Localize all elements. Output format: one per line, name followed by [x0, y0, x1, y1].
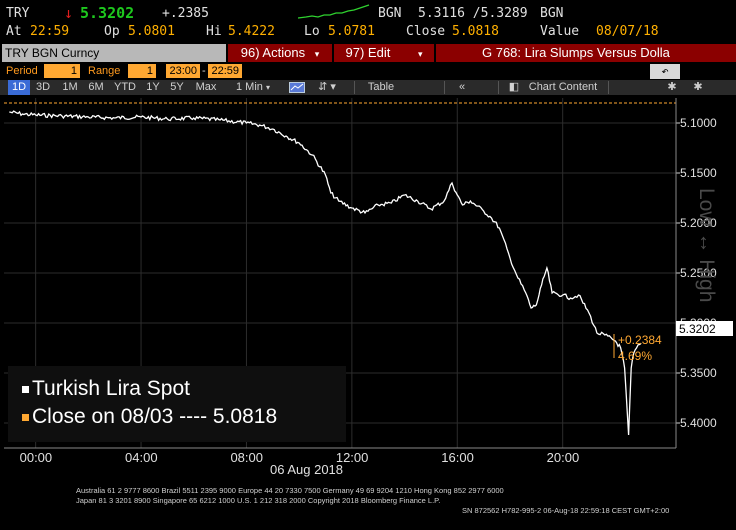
at-value: 22:59 — [30, 24, 70, 39]
y-tick-label: 5.1500 — [680, 166, 717, 180]
period-label: Period — [6, 65, 38, 77]
value-date-label: Value — [540, 24, 580, 39]
y-tick-label: 5.4000 — [680, 416, 717, 430]
range-5y-button[interactable]: 5Y — [170, 81, 184, 93]
y-tick-label: 5.3500 — [680, 366, 717, 380]
open-label: Op — [104, 24, 120, 39]
chevron-down-icon: ▾ — [314, 49, 320, 59]
toolbar-divider — [498, 81, 499, 94]
collapse-left-icon[interactable]: « — [458, 81, 466, 93]
actions-label: 96) Actions — [240, 45, 306, 60]
high-label: Hi — [206, 24, 222, 39]
high-value: 5.4222 — [228, 24, 275, 39]
actions-menu[interactable]: 96) Actions ▾ — [228, 44, 332, 62]
range-6m-button[interactable]: 6M — [88, 81, 104, 93]
footer-contacts-2: Japan 81 3 3201 8900 Singapore 65 6212 1… — [76, 496, 441, 505]
price-series-line — [9, 110, 642, 436]
toolbar-divider — [354, 81, 355, 94]
back-arrow-icon[interactable]: ↶ — [650, 64, 680, 79]
net-change: +.2385 — [162, 6, 209, 21]
legend-close-label: Close on 08/03 ---- 5.0818 — [32, 405, 278, 428]
bid-ask: 5.3116 /5.3289 — [418, 6, 528, 21]
x-axis-date-label: 06 Aug 2018 — [270, 462, 343, 477]
change-abs-annotation: +0.2384 — [618, 333, 662, 347]
range-1d-button[interactable]: 1D — [8, 80, 30, 95]
last-price-tag: 5.3202 — [679, 322, 716, 336]
range-label: Range — [88, 65, 121, 77]
range-ytd-button[interactable]: YTD — [114, 81, 136, 93]
at-label: At — [6, 24, 22, 39]
chart-content-icon[interactable]: ◧ — [508, 81, 520, 93]
legend-swatch-white — [22, 386, 29, 393]
low-high-overlay: Low ↔ High — [695, 188, 718, 302]
sparkline-icon — [298, 4, 370, 19]
line-chart-icon[interactable] — [286, 80, 308, 95]
chart-content-button[interactable]: Chart Content — [528, 81, 598, 93]
chevron-down-icon: ▾ — [265, 83, 270, 92]
y-tick-label: 5.2000 — [680, 216, 717, 230]
footer-serial: SN 872562 H782-995-2 06-Aug-18 22:59:18 … — [462, 506, 670, 515]
interval-label: 1 Min — [236, 81, 263, 93]
chevron-down-icon: ▾ — [417, 49, 423, 59]
last-price: 5.3202 — [80, 4, 135, 22]
y-tick-label: 5.1000 — [680, 116, 717, 130]
change-pct-annotation: 4.69% — [618, 349, 652, 363]
down-arrow-icon: ↓ — [64, 4, 74, 22]
price-source-2: BGN — [540, 6, 564, 21]
settings-gear-icon[interactable]: ✱ — [693, 81, 703, 93]
low-label: Lo — [304, 24, 320, 39]
x-tick-label: 20:00 — [547, 450, 580, 465]
close-label: Close — [406, 24, 446, 39]
compare-icon[interactable]: ⇵ ▾ — [318, 81, 336, 93]
range-1y-button[interactable]: 1Y — [146, 81, 160, 93]
range-max-button[interactable]: Max — [195, 81, 217, 93]
range-dash: - — [202, 65, 206, 77]
open-value: 5.0801 — [128, 24, 175, 39]
x-tick-label: 00:00 — [20, 450, 53, 465]
news-headline[interactable]: G 768: Lira Slumps Versus Dolla — [436, 44, 736, 62]
interval-select[interactable]: 1 Min ▾ — [224, 80, 282, 95]
close-value: 5.0818 — [452, 24, 499, 39]
toolbar — [0, 80, 736, 95]
legend — [8, 366, 346, 442]
price-source: BGN — [378, 6, 402, 21]
x-tick-label: 16:00 — [441, 450, 474, 465]
x-tick-label: 12:00 — [336, 450, 369, 465]
footer-contacts-1: Australia 61 2 9777 8600 Brazil 5511 239… — [76, 486, 504, 495]
period-input[interactable]: 1 — [44, 64, 80, 78]
low-value: 5.0781 — [328, 24, 375, 39]
legend-series-label: Turkish Lira Spot — [32, 377, 190, 400]
value-date: 08/07/18 — [596, 24, 659, 39]
range-input[interactable]: 1 — [128, 64, 156, 78]
x-tick-label: 04:00 — [125, 450, 158, 465]
range-from-input[interactable]: 23:00 — [166, 64, 200, 78]
edit-label: 97) Edit — [345, 45, 391, 60]
x-tick-label: 08:00 — [230, 450, 263, 465]
range-3d-button[interactable]: 3D — [35, 81, 51, 93]
ticker-symbol: TRY — [6, 6, 30, 21]
table-button[interactable]: Table — [367, 81, 395, 93]
range-1m-button[interactable]: 1M — [62, 81, 78, 93]
last-price-tag-bg — [676, 321, 733, 336]
range-to-input[interactable]: 22:59 — [208, 64, 242, 78]
toolbar-divider — [608, 81, 609, 94]
y-tick-label: 5.2500 — [680, 266, 717, 280]
security-field[interactable]: TRY BGN Curncy — [2, 44, 226, 62]
toolbar-divider — [444, 81, 445, 94]
legend-swatch-orange — [22, 414, 29, 421]
gear-icon[interactable]: ✱ — [667, 81, 677, 93]
edit-menu[interactable]: 97) Edit ▾ — [334, 44, 434, 62]
